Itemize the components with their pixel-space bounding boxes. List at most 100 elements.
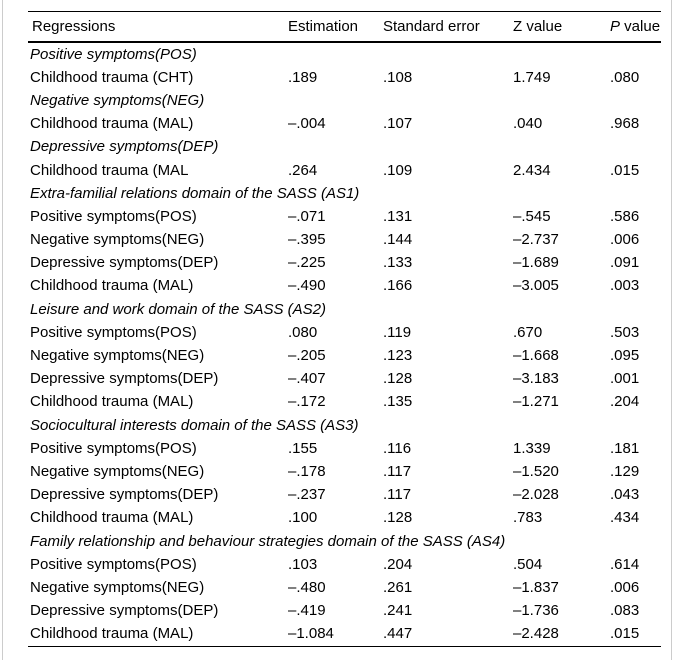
table-row: Childhood trauma (CHT) .189 .108 1.749 .080 (28, 66, 661, 89)
column-header-text: Estimation (288, 17, 359, 35)
cell-z-value: –1.271 (513, 393, 559, 411)
cell-estimation: .155 (288, 439, 318, 457)
cell-estimation: –.407 (288, 370, 326, 388)
cell-p-value: .434 (610, 509, 640, 527)
cell-z-value: .040 (513, 115, 543, 133)
table-row: Negative symptoms(NEG) –.480 .261 –1.837 .00… (28, 576, 661, 599)
cell-p-value: .015 (610, 625, 640, 643)
cell-estimation: –.490 (288, 277, 326, 295)
cell-p-value: .181 (610, 439, 640, 457)
cell-p-value: .080 (610, 68, 640, 86)
section-row: Negative symptoms(NEG) (28, 89, 661, 112)
row-label: Childhood trauma (MAL) (30, 393, 194, 411)
cell-p-value: .091 (610, 254, 640, 272)
cell-p-value: .614 (610, 555, 640, 573)
cell-estimation: –.419 (288, 602, 326, 620)
cell-estimation: .264 (288, 161, 318, 179)
cell-z-value: –3.183 (513, 370, 559, 388)
cell-standard-error: .128 (383, 370, 413, 388)
regression-table: Regressions Estimation Standard error Z val… (28, 11, 661, 647)
cell-estimation: –.004 (288, 115, 326, 133)
cell-standard-error: .116 (383, 439, 412, 457)
row-label: Positive symptoms(POS) (30, 323, 197, 341)
row-label: Negative symptoms(NEG) (30, 231, 205, 249)
row-label: Positive symptoms(POS) (30, 207, 197, 225)
cell-p-value: .015 (610, 161, 640, 179)
cell-standard-error: .144 (383, 231, 413, 249)
cell-standard-error: .135 (383, 393, 413, 411)
table-row: Positive symptoms(POS) .080 .119 .670 .503 (28, 321, 661, 344)
row-label: Childhood trauma (MAL (30, 161, 189, 179)
table-row: Depressive symptoms(DEP) –.237 .117 –2.028.… (28, 484, 661, 507)
row-label: Negative symptoms(NEG) (30, 462, 205, 480)
cell-estimation: –1.084 (288, 625, 334, 643)
row-label: Childhood trauma (MAL) (30, 115, 194, 133)
row-label: Depressive symptoms(DEP) (30, 486, 219, 504)
section-row: Family relationship and behaviour strate… (28, 530, 661, 553)
cell-estimation: –.071 (288, 207, 326, 225)
column-header: P value (608, 11, 661, 43)
cell-standard-error: .166 (383, 277, 413, 295)
section-title: Depressive symptoms(DEP) (30, 138, 219, 156)
row-label: Negative symptoms(NEG) (30, 578, 205, 596)
cell-standard-error: .119 (383, 323, 412, 341)
cell-z-value: 1.339 (513, 439, 551, 457)
section-title: Sociocultural interests domain of the SA… (30, 416, 359, 434)
column-header-text: Standard error (383, 17, 480, 35)
cell-z-value: –1.837 (513, 578, 559, 596)
cell-z-value: –2.737 (513, 231, 559, 249)
cell-p-value: .006 (610, 578, 640, 596)
column-header: Standard error (381, 11, 511, 43)
row-label: Depressive symptoms(DEP) (30, 370, 219, 388)
cell-z-value: –1.520 (513, 462, 559, 480)
section-row: Depressive symptoms(DEP) (28, 136, 661, 159)
cell-z-value: .504 (513, 555, 543, 573)
cell-p-value: .003 (610, 277, 640, 295)
table-row: Positive symptoms(POS) –.071 .131 –.545 .586 (28, 205, 661, 228)
column-header-text: P (610, 17, 621, 35)
cell-p-value: .204 (610, 393, 640, 411)
table-row: Positive symptoms(POS) .155 .116 1.339 .181 (28, 437, 661, 460)
cell-z-value: .670 (513, 323, 543, 341)
cell-z-value: –1.736 (513, 602, 559, 620)
cell-estimation: .100 (288, 509, 318, 527)
cell-standard-error: .261 (383, 578, 413, 596)
section-row: Leisure and work domain of the SASS (AS2… (28, 298, 661, 321)
row-label: Childhood trauma (MAL) (30, 625, 194, 643)
cell-estimation: –.237 (288, 486, 326, 504)
table-header-row: Regressions Estimation Standard error Z val… (28, 11, 661, 43)
table-row: Childhood trauma (MAL) –.004 .107 .040 .968 (28, 113, 661, 136)
column-header-text: Z value (513, 17, 563, 35)
table-body: Positive symptoms(POS) Childhood trauma (… (28, 42, 661, 646)
cell-p-value: .095 (610, 347, 640, 365)
cell-z-value: –.545 (513, 207, 551, 225)
section-title: Family relationship and behaviour strate… (30, 532, 506, 550)
cell-z-value: –1.668 (513, 347, 559, 365)
cell-p-value: .006 (610, 231, 640, 249)
cell-p-value: .129 (610, 462, 640, 480)
column-header: Regressions (28, 11, 286, 43)
row-label: Depressive symptoms(DEP) (30, 602, 219, 620)
table-row: Childhood trauma (MAL) .100 .128 .783 .434 (28, 507, 661, 530)
table-row: Childhood trauma (MAL .264 .109 2.434 .015 (28, 159, 661, 182)
cell-z-value: 2.434 (513, 161, 551, 179)
table-row: Negative symptoms(NEG) –.205 .123 –1.668 .09… (28, 344, 661, 367)
table-row: Negative symptoms(NEG) –.395 .144 –2.737 .00… (28, 229, 661, 252)
cell-standard-error: .108 (383, 68, 413, 86)
row-label: Positive symptoms(POS) (30, 439, 197, 457)
cell-standard-error: .117 (383, 462, 412, 480)
row-label: Depressive symptoms(DEP) (30, 254, 219, 272)
cell-z-value: –2.428 (513, 625, 559, 643)
cell-p-value: .968 (610, 115, 640, 133)
cell-standard-error: .123 (383, 347, 413, 365)
row-label: Childhood trauma (MAL) (30, 509, 194, 527)
table-row: Childhood trauma (MAL) –.172 .135 –1.271 .20… (28, 391, 661, 414)
cell-standard-error: .131 (383, 207, 413, 225)
cell-p-value: .503 (610, 323, 640, 341)
table-row: Negative symptoms(NEG) –.178 .117 –1.520 .12… (28, 460, 661, 483)
cell-z-value: .783 (513, 509, 543, 527)
section-row: Sociocultural interests domain of the SA… (28, 414, 661, 437)
row-label: Positive symptoms(POS) (30, 555, 197, 573)
cell-z-value: –2.028 (513, 486, 559, 504)
